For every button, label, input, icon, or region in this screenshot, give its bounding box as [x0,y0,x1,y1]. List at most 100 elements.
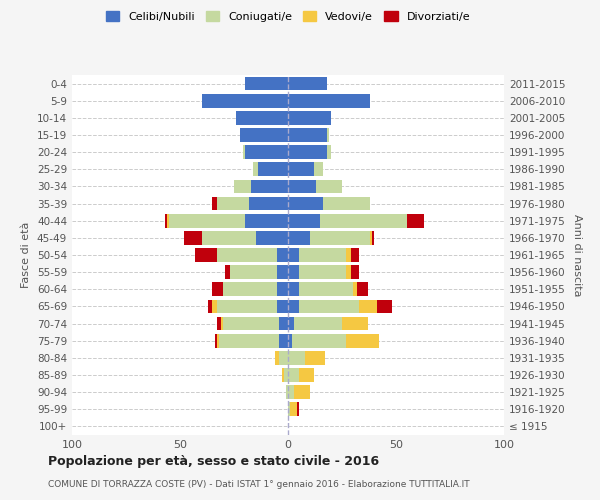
Bar [346,248,350,262]
Bar [165,214,167,228]
Bar [217,248,277,262]
Bar [353,282,357,296]
Bar [350,248,359,262]
Legend: Celibi/Nubili, Coniugati/e, Vedovi/e, Divorziati/e: Celibi/Nubili, Coniugati/e, Vedovi/e, Di… [103,8,473,25]
Bar [357,282,368,296]
Bar [280,351,288,364]
Bar [256,231,288,244]
Bar [288,266,299,279]
Y-axis label: Anni di nascita: Anni di nascita [572,214,582,296]
Bar [281,368,284,382]
Bar [217,196,249,210]
Bar [288,368,299,382]
Bar [202,94,288,108]
Bar [221,316,223,330]
Bar [277,300,288,314]
Bar [280,316,288,330]
Text: Popolazione per età, sesso e stato civile - 2016: Popolazione per età, sesso e stato civil… [48,455,379,468]
Bar [284,368,288,382]
Bar [320,214,407,228]
Bar [327,146,331,159]
Bar [342,316,368,330]
Bar [288,402,290,416]
Bar [299,368,314,382]
Bar [295,316,342,330]
Bar [288,248,299,262]
Bar [372,231,374,244]
Bar [253,162,258,176]
Bar [288,282,299,296]
Bar [223,282,277,296]
Bar [292,334,346,347]
Bar [290,402,296,416]
Bar [305,351,325,364]
Bar [288,162,314,176]
Bar [249,196,288,210]
Bar [288,128,327,142]
Bar [242,146,245,159]
Bar [241,128,288,142]
Bar [407,214,424,228]
Bar [288,214,320,228]
Bar [288,386,295,399]
Bar [212,300,217,314]
Bar [288,146,327,159]
Bar [288,180,316,194]
Bar [251,180,288,194]
Bar [223,316,280,330]
Bar [288,111,331,124]
Bar [212,196,217,210]
Bar [296,402,299,416]
Bar [288,316,295,330]
Bar [288,300,299,314]
Bar [275,351,280,364]
Bar [230,266,277,279]
Bar [350,266,359,279]
Bar [208,300,212,314]
Bar [370,231,372,244]
Bar [245,146,288,159]
Bar [258,162,288,176]
Bar [219,334,280,347]
Bar [202,231,256,244]
Bar [310,231,370,244]
Bar [217,300,277,314]
Bar [295,386,310,399]
Bar [215,334,217,347]
Bar [226,266,230,279]
Bar [277,266,288,279]
Bar [217,316,221,330]
Bar [288,94,370,108]
Bar [346,334,379,347]
Bar [327,128,329,142]
Bar [234,180,251,194]
Bar [195,248,217,262]
Bar [346,266,350,279]
Bar [299,282,353,296]
Y-axis label: Fasce di età: Fasce di età [22,222,31,288]
Bar [288,196,323,210]
Bar [167,214,169,228]
Bar [288,231,310,244]
Bar [245,76,288,90]
Text: COMUNE DI TORRAZZA COSTE (PV) - Dati ISTAT 1° gennaio 2016 - Elaborazione TUTTIT: COMUNE DI TORRAZZA COSTE (PV) - Dati IST… [48,480,470,489]
Bar [288,351,305,364]
Bar [277,282,288,296]
Bar [217,334,219,347]
Bar [299,266,346,279]
Bar [277,248,288,262]
Bar [169,214,245,228]
Bar [245,214,288,228]
Bar [286,386,288,399]
Bar [359,300,377,314]
Bar [314,162,323,176]
Bar [280,334,288,347]
Bar [288,334,292,347]
Bar [184,231,202,244]
Bar [288,76,327,90]
Bar [236,111,288,124]
Bar [212,282,223,296]
Bar [377,300,392,314]
Bar [299,300,359,314]
Bar [323,196,370,210]
